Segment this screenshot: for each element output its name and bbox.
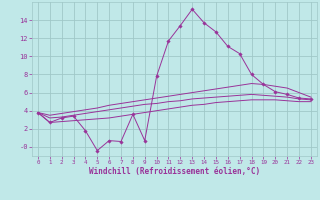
X-axis label: Windchill (Refroidissement éolien,°C): Windchill (Refroidissement éolien,°C) (89, 167, 260, 176)
